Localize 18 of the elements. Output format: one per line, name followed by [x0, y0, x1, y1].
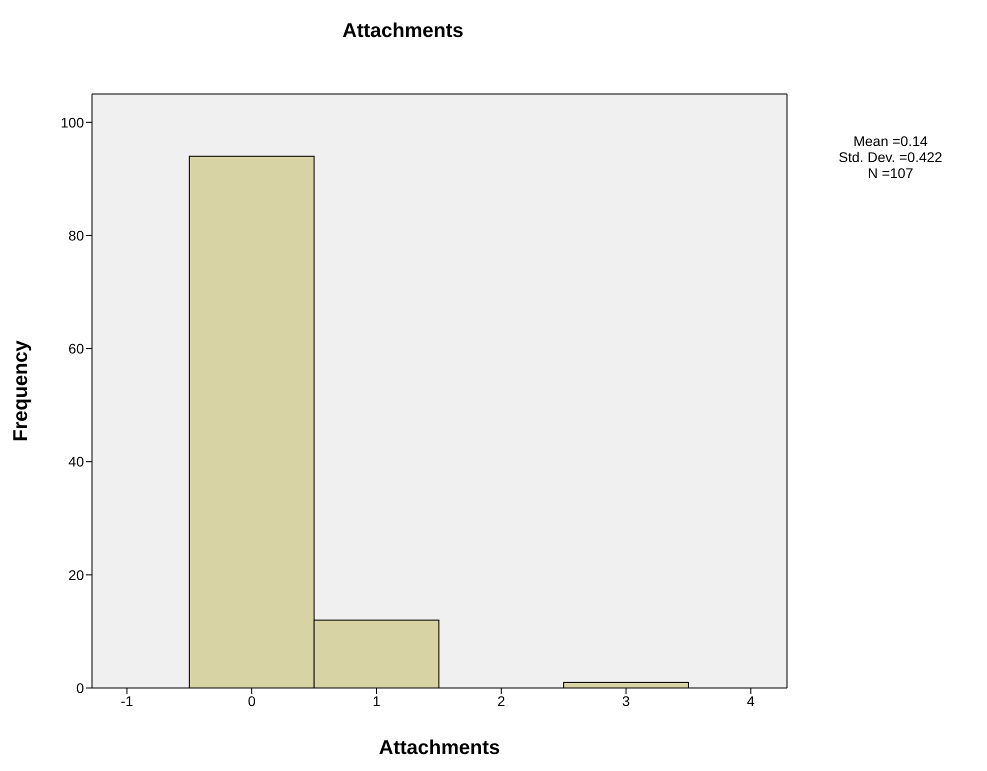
- y-tick-label: 80: [68, 227, 84, 244]
- text: N =107: [866, 165, 914, 181]
- x-axis-title: Attachments: [378, 737, 500, 759]
- x-tick-label: 2: [497, 692, 506, 709]
- y-tick-label: 100: [60, 114, 84, 130]
- y-tick-label: 0: [76, 680, 84, 696]
- x-tick-label: 3: [622, 692, 630, 709]
- y-tick-label: 20: [68, 566, 84, 583]
- x-tick-label: 4: [746, 692, 755, 709]
- chart-title: Attachments: [341, 20, 465, 43]
- x-tick-label: -1: [120, 692, 134, 709]
- y-tick-label: 60: [68, 340, 84, 357]
- y-tick-label: 40: [68, 454, 84, 470]
- x-tick-label: 1: [372, 692, 381, 709]
- text: Std. Dev. =0.422: [838, 149, 944, 165]
- x-tick-label: 0: [248, 692, 256, 709]
- text: Mean =0.14: [852, 133, 929, 149]
- y-axis-title: Frequency: [10, 340, 32, 442]
